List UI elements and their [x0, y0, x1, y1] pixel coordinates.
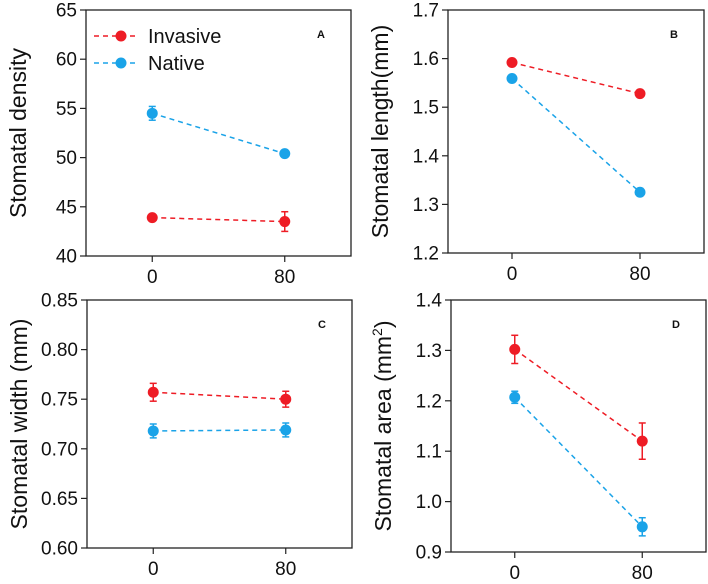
y-tick-label: 1.4 [413, 146, 440, 167]
data-point [147, 425, 159, 437]
series-line [514, 396, 643, 528]
y-tick-label: 1.6 [413, 49, 439, 70]
data-point [280, 424, 292, 436]
series-line [152, 112, 285, 155]
x-tick-label: 0 [507, 264, 518, 285]
data-point [506, 73, 518, 85]
series-line [511, 61, 641, 95]
data-point [147, 386, 159, 398]
legend: Invasive Native [94, 26, 221, 75]
data-point [506, 56, 518, 68]
data-point [634, 186, 646, 198]
series-line [152, 216, 285, 223]
series-native [509, 390, 648, 537]
plot-frame [447, 9, 705, 254]
x-tick-label: 80 [275, 559, 296, 579]
y-tick-label: 1.3 [416, 341, 442, 362]
data-point [279, 216, 291, 228]
data-point [279, 148, 291, 160]
y-tick-label: 0.75 [41, 390, 78, 411]
y-tick-label: 45 [56, 197, 77, 218]
y-axis-label-tail: ) [370, 320, 396, 328]
y-axis-label: Stomatal density [5, 47, 31, 218]
y-axis-label-superscript: 2 [369, 328, 385, 336]
data-point [634, 88, 646, 100]
panel-a: 40 45 50 55 60 65 0 80 Stomatal density A Invasive… [5, 1, 352, 288]
y-axis-label: Stomatal length(mm) [367, 25, 393, 238]
y-tick-label: 0.60 [41, 539, 78, 560]
y-tick-label: 1.5 [413, 98, 439, 119]
panel-c: 0.60 0.65 0.70 0.75 0.80 0.85 0 80 Stomatal widt… [6, 291, 353, 580]
y-axis-label: Stomatal area (mm2) [369, 320, 396, 531]
y-axis-label: Stomatal width (mm) [6, 319, 32, 530]
y-tick-label: 1.3 [413, 195, 439, 216]
y-tick-label: 0.9 [416, 543, 442, 564]
y-tick-label: 0.85 [41, 291, 78, 312]
y-tick-label: 0.65 [41, 489, 78, 510]
y-axis-label-text: Stomatal width (mm) [6, 319, 32, 530]
legend-label: Invasive [148, 26, 221, 48]
y-axis-label-text: Stomatal length(mm) [367, 25, 393, 238]
series-line [511, 77, 641, 193]
plot-frame [85, 9, 352, 257]
series-native [146, 105, 291, 160]
panel-letter: C [318, 319, 326, 331]
y-tick-label: 1.0 [416, 492, 442, 513]
legend-marker [115, 57, 127, 69]
x-tick-label: 80 [274, 267, 295, 288]
x-tick-label: 80 [629, 264, 650, 285]
y-tick-label: 50 [56, 148, 77, 169]
data-point [509, 343, 521, 355]
y-tick-label: 1.2 [413, 244, 439, 265]
x-tick-label: 0 [148, 559, 159, 579]
data-point [636, 521, 648, 533]
series-invasive [509, 334, 648, 461]
series-line [153, 391, 286, 400]
series-invasive [146, 210, 291, 233]
y-axis-label-text: Stomatal area (mm [370, 336, 396, 532]
series-line [514, 348, 643, 442]
data-point [146, 212, 158, 224]
x-tick-label: 80 [632, 563, 653, 579]
panel-d: 0.9 1.0 1.1 1.2 1.3 1.4 0 80 Stomatal area (mm2)… [369, 291, 707, 584]
x-tick-label: 0 [147, 267, 158, 288]
y-tick-label: 55 [56, 99, 77, 120]
panel-letter: B [670, 29, 678, 41]
series-invasive [506, 56, 646, 100]
panel-letter: A [317, 29, 325, 41]
y-tick-label: 0.70 [41, 439, 78, 460]
legend-label: Native [148, 53, 205, 75]
data-point [509, 391, 521, 403]
panel-b: 1.2 1.3 1.4 1.5 1.6 1.7 0 80 Stomatal length(mm)… [367, 1, 705, 285]
legend-marker [115, 30, 127, 42]
series-invasive [147, 382, 292, 408]
plot-frame [86, 299, 353, 549]
series-line [153, 429, 286, 432]
y-tick-label: 60 [56, 50, 77, 71]
y-tick-label: 1.1 [416, 442, 442, 463]
y-tick-label: 65 [56, 1, 77, 22]
series-native [147, 422, 292, 439]
panel-letter: D [672, 319, 680, 331]
plot-frame [450, 299, 707, 553]
y-tick-label: 1.4 [416, 291, 443, 312]
y-axis-label-text: Stomatal density [5, 47, 31, 218]
data-point [636, 435, 648, 447]
x-tick-label: 0 [509, 563, 520, 579]
y-tick-label: 40 [56, 247, 77, 268]
series-native [506, 73, 646, 198]
y-tick-label: 0.80 [41, 340, 78, 361]
data-point [146, 107, 158, 119]
y-tick-label: 1.2 [416, 391, 442, 412]
y-tick-label: 1.7 [413, 1, 439, 22]
data-point [280, 393, 292, 405]
